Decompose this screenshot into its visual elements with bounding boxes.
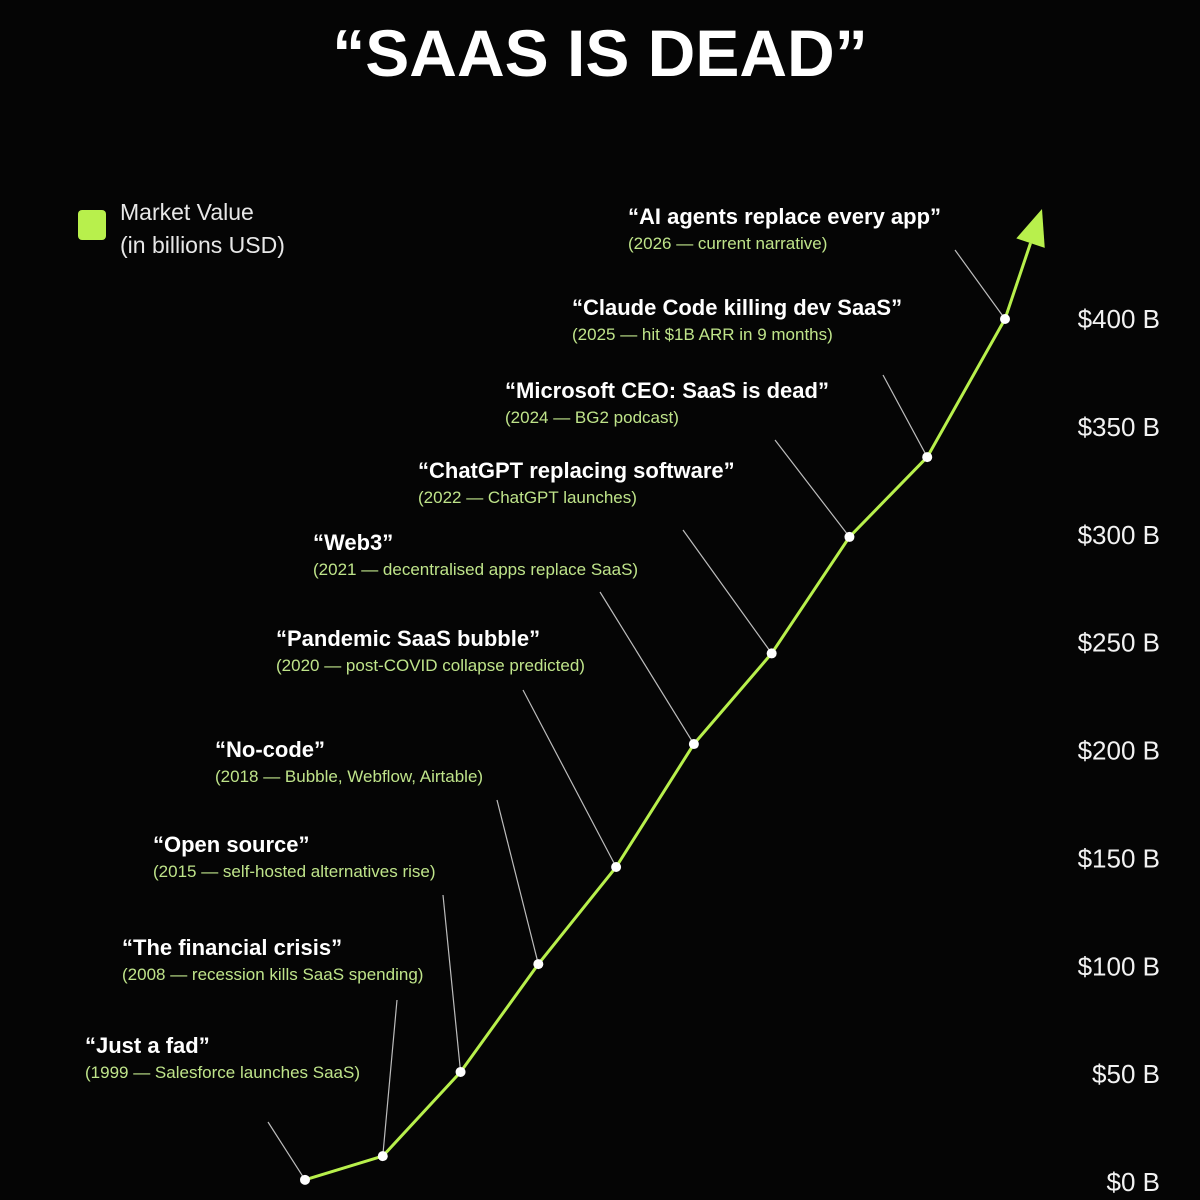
- legend-unit: (in billions USD): [120, 232, 285, 258]
- leader-line: [496, 799, 539, 965]
- leader-line: [382, 999, 398, 1157]
- leader-line: [599, 591, 695, 745]
- y-tick-label: $300 B: [1078, 520, 1160, 550]
- y-tick-label: $200 B: [1078, 736, 1160, 766]
- annotation-title: “Microsoft CEO: SaaS is dead”: [505, 378, 829, 403]
- line: [304, 318, 1007, 1182]
- legend-swatch: [78, 210, 106, 240]
- y-tick-label: $100 B: [1078, 951, 1160, 981]
- leader-line: [442, 894, 462, 1073]
- annotation-title: “Web3”: [313, 530, 393, 555]
- annotation-title: “Claude Code killing dev SaaS”: [572, 295, 902, 320]
- annotation-note: (2025 — hit $1B ARR in 9 months): [572, 325, 833, 344]
- data-point: [922, 452, 933, 463]
- annotation-note: (2026 — current narrative): [628, 234, 827, 253]
- annotation-title: “Just a fad”: [85, 1033, 210, 1058]
- data-point: [300, 1174, 310, 1185]
- legend-label: Market Value: [120, 199, 254, 225]
- arrow-shaft: [1003, 242, 1032, 320]
- annotation-note: (2021 — decentralised apps replace SaaS): [313, 560, 638, 579]
- data-point: [1000, 314, 1010, 324]
- data-point: [766, 648, 777, 659]
- leader-line: [267, 1121, 306, 1181]
- annotation-title: “Open source”: [153, 832, 309, 857]
- annotation-note: (2024 — BG2 podcast): [505, 408, 679, 427]
- leader-line: [682, 529, 773, 654]
- y-tick-label: $400 B: [1078, 304, 1160, 334]
- annotation-note: (2018 — Bubble, Webflow, Airtable): [215, 767, 483, 786]
- annotation-note: (2020 — post-COVID collapse predicted): [276, 656, 585, 675]
- y-tick-label: $250 B: [1078, 628, 1160, 658]
- data-point: [377, 1151, 388, 1162]
- leader-line: [774, 439, 850, 538]
- data-point: [688, 739, 699, 750]
- arrow-head: [1016, 209, 1045, 248]
- leader-line: [522, 689, 617, 868]
- annotation-title: “Pandemic SaaS bubble”: [276, 626, 540, 651]
- data-point: [455, 1066, 466, 1077]
- annotation-note: (2015 — self-hosted alternatives rise): [153, 862, 436, 881]
- leader-line: [954, 249, 1006, 320]
- data-point: [533, 959, 544, 970]
- annotation-note: (2008 — recession kills SaaS spending): [122, 965, 423, 984]
- y-tick-label: $150 B: [1078, 843, 1160, 873]
- annotation-note: (1999 — Salesforce launches SaaS): [85, 1063, 360, 1082]
- annotation-note: (2022 — ChatGPT launches): [418, 488, 637, 507]
- annotation-title: “The financial crisis”: [122, 935, 342, 960]
- y-tick-label: $0 B: [1107, 1167, 1161, 1197]
- annotation-title: “AI agents replace every app”: [628, 204, 941, 229]
- annotation-title: “ChatGPT replacing software”: [418, 458, 735, 483]
- annotation-title: “No-code”: [215, 737, 325, 762]
- leader-line: [882, 374, 928, 458]
- chart-title: “SAAS IS DEAD”: [332, 16, 867, 90]
- data-point: [844, 531, 855, 542]
- y-tick-label: $50 B: [1092, 1059, 1160, 1089]
- data-point: [611, 862, 622, 873]
- y-tick-label: $350 B: [1078, 412, 1160, 442]
